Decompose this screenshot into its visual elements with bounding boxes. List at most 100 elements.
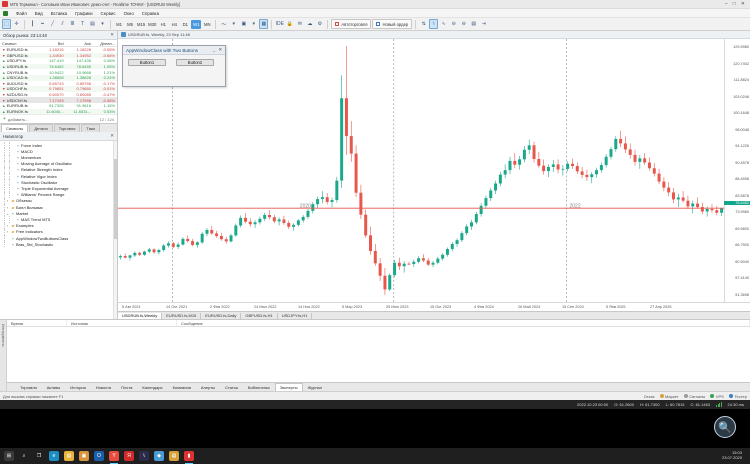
timeframe-h1[interactable]: H1 (160, 21, 166, 27)
horizontal-line-icon[interactable]: ━ (40, 21, 44, 27)
status-signals[interactable]: Сигналы (683, 394, 705, 399)
tree-node[interactable]: ⌁ Stochastic Oscillator (0, 179, 117, 186)
menu-item-charts[interactable]: Графики (75, 10, 93, 16)
tree-node[interactable]: ⌄ ⌁ Market (0, 210, 117, 217)
tree-node[interactable]: ⌁ Williams' Percent Range (0, 191, 117, 198)
table-row[interactable]: ▼USDCHF.fs 0.79651 0.79680 -0.01% (0, 86, 117, 92)
table-row[interactable]: ▼USDCNY.fs 7.17193 7.17998 -0.06% (0, 97, 117, 103)
zoom-in-icon[interactable]: ⊖ (451, 21, 456, 27)
tab-symbols[interactable]: Символы (1, 124, 29, 133)
tree-node[interactable]: ⌁ Moving Average of Oscillator (0, 160, 117, 167)
tab-details[interactable]: Детали (29, 124, 53, 133)
tree-expander-icon[interactable]: › (6, 204, 9, 210)
grid-icon[interactable]: ▤ (471, 21, 477, 27)
terminal-tab-почта[interactable]: Почта (121, 384, 133, 390)
chart-dropdown-icon[interactable]: ▾ (232, 21, 236, 27)
tree-node[interactable]: › ▰ Examples (0, 222, 117, 229)
status-tester[interactable]: Тестер (728, 394, 747, 399)
mt5-icon[interactable]: ▮ (184, 451, 194, 464)
explorer-icon[interactable]: ▤ (64, 451, 74, 461)
tree-expander-icon[interactable]: › (6, 223, 9, 229)
tree-node[interactable]: › ▰ Free Indicators (0, 228, 117, 235)
chart-tab-gbpusd-h1[interactable]: GBPUSD.fs,H1 (241, 312, 278, 319)
template-icon[interactable]: ▣ (241, 21, 247, 27)
scroll-icon[interactable]: ⇥ (481, 21, 486, 27)
terminal-tab-активы[interactable]: Активы (46, 384, 61, 390)
column-time[interactable]: Время (7, 320, 67, 326)
column-message[interactable]: Сообщение (177, 320, 750, 326)
taskview-icon[interactable]: ❐ (36, 453, 42, 459)
yandex-icon[interactable]: Y (109, 451, 119, 464)
table-row[interactable]: ▼AUDUSD.fs 0.65743 0.65756 -0.17% (0, 81, 117, 87)
chart-tab-eurusd-m15[interactable]: EURUSD.fs,M15 (162, 312, 202, 319)
column-source[interactable]: Источник (67, 320, 177, 326)
time-axis[interactable]: 5 Авг 2021 14 Окт 2021 2 Фев 2022 24 Июл 20… (118, 302, 750, 311)
table-row[interactable]: ▲USDCAD.fs 1.38608 1.38628 0.24% (0, 74, 117, 81)
menu-item-tools[interactable]: Сервис (100, 10, 116, 16)
column-change[interactable]: Дневн... (92, 40, 117, 47)
terminal-tab-статья[interactable]: Статья (224, 384, 238, 390)
channel-icon[interactable]: ⫽ (61, 21, 64, 27)
market-watch-add-row[interactable]: + добавить... 12 / 124 (0, 114, 117, 124)
dialog-close-icon[interactable]: ✕ (218, 47, 222, 52)
vertical-line-icon[interactable]: ┃ (30, 21, 34, 27)
terminal-tab-алерты[interactable]: Алерты (200, 384, 215, 390)
tree-node[interactable]: ⌁ Force Index (0, 142, 117, 149)
text-icon[interactable]: T (80, 21, 85, 27)
market-watch-close-icon[interactable]: ✕ (110, 32, 114, 37)
table-row[interactable]: ▲EURNOK.fs 11.6040... 11.6531... 0.53% (0, 108, 117, 115)
dialog-button1[interactable]: Button1 (128, 59, 166, 66)
terminal-tab-журнал[interactable]: Журнал (307, 384, 323, 390)
lock-icon[interactable]: 🔒 (286, 21, 293, 27)
terminal-tab-торговля[interactable]: Торговля (20, 384, 37, 390)
maximize-icon[interactable]: □ (732, 0, 736, 7)
candles-icon[interactable]: ⑊ (429, 19, 439, 29)
tab-trade[interactable]: Торговля (53, 124, 81, 133)
timeframe-m15[interactable]: M15 (137, 21, 146, 27)
timeframe-m30[interactable]: M30 (148, 21, 157, 27)
tab-ticks[interactable]: Тики (81, 124, 100, 133)
menu-item-view[interactable]: Вид (34, 10, 43, 16)
tree-node[interactable]: ⌁ Relative Vigor Index (0, 173, 117, 180)
timeframe-w1[interactable]: W1 (191, 19, 202, 29)
store-icon[interactable]: ▣ (79, 451, 89, 461)
new-order-button[interactable]: Новый ордер (372, 19, 413, 29)
tree-node[interactable]: ⌁ MAS Trend MT5 (0, 216, 117, 223)
terminal-tab-календарь[interactable]: Календарь (142, 384, 163, 390)
taskbar-clock[interactable]: 15:03 23.07.2025 (722, 451, 742, 460)
template-dropdown-icon[interactable]: ▾ (252, 21, 256, 27)
terminal-tab-библиотека[interactable]: Библиотека (247, 384, 270, 390)
timeframe-h4[interactable]: H4 (171, 21, 177, 27)
tree-expander-icon[interactable]: › (6, 229, 9, 235)
navigator-scrollbar[interactable] (113, 141, 117, 319)
timeframe-mn[interactable]: MN (204, 21, 211, 27)
diamond-app-icon[interactable]: ◆ (154, 451, 164, 461)
timeframe-m5[interactable]: M5 (127, 21, 133, 27)
chart-area[interactable]: 2020 2022 129.5980 120.7402 111.8824 103.024… (118, 39, 750, 302)
fibonacci-icon[interactable]: ≣ (70, 21, 75, 27)
scrollbar-thumb[interactable] (114, 158, 117, 239)
bar-chart-icon[interactable]: ⇅ (421, 21, 426, 27)
chart-plot[interactable]: 2020 2022 (118, 39, 724, 302)
autotrade-button[interactable]: Автоторговля (331, 19, 372, 29)
column-symbol[interactable]: Символ (0, 40, 39, 47)
close-icon[interactable]: ✕ (740, 0, 745, 7)
tree-node[interactable]: ⌁ Triple Exponential Average (0, 185, 117, 192)
price-scale[interactable]: 129.5980 120.7402 111.8824 103.0246 100.1648… (724, 39, 750, 302)
chart-tab-usdrub[interactable]: USDRUB.fs,Weekly (118, 312, 163, 319)
trendline-icon[interactable]: ╱ (50, 21, 54, 27)
minimize-icon[interactable]: – (724, 0, 728, 7)
cloud-icon[interactable]: ☁ (307, 21, 313, 27)
notes-icon[interactable]: ▤ (169, 451, 179, 461)
expert-advisor-icon[interactable]: IDE (275, 21, 284, 27)
settings-icon[interactable]: ⚙ (317, 21, 323, 27)
indicator-list-icon[interactable]: ▦ (259, 19, 269, 29)
table-row[interactable]: ▼GBPUSD.fs 1.34930 1.34952 -0.66% (0, 52, 117, 59)
table-row[interactable]: ▼NZDUSD.fs 0.60070 0.60085 -0.47% (0, 92, 117, 98)
table-row[interactable]: ▲CNYRUB.fs 10.9422 10.9668 1.21% (0, 69, 117, 75)
edge-icon[interactable]: e (49, 451, 59, 461)
ya-icon[interactable]: Я (124, 451, 134, 461)
outlook-icon[interactable]: O (94, 451, 104, 461)
tree-node[interactable]: ⌁ Relative Strength Index (0, 166, 117, 174)
magnifier-icon[interactable]: 🔍 (714, 416, 736, 438)
